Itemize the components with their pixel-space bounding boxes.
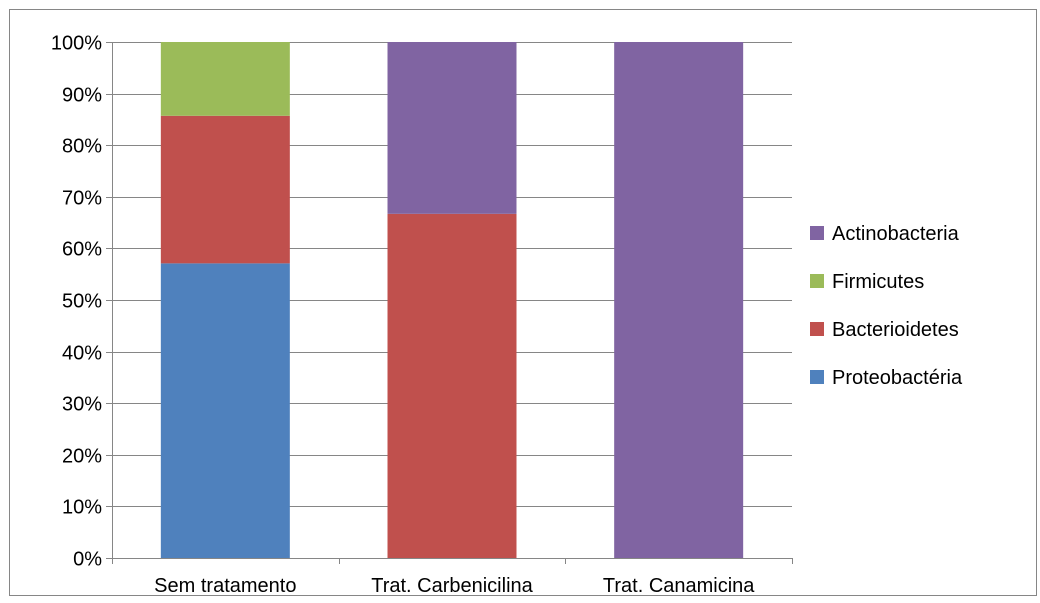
legend-swatch bbox=[810, 370, 824, 384]
legend-swatch bbox=[810, 226, 824, 240]
x-tick-label: Sem tratamento bbox=[154, 575, 296, 597]
legend-label: Firmicutes bbox=[832, 271, 924, 293]
y-tick-label: 90% bbox=[62, 85, 102, 107]
y-tick-label: 0% bbox=[73, 549, 102, 571]
bar-segment-actinobacteria[interactable] bbox=[614, 42, 744, 558]
y-tick-label: 20% bbox=[62, 446, 102, 468]
bar-segment-firmicutes[interactable] bbox=[160, 42, 290, 116]
legend-item[interactable]: Actinobacteria bbox=[810, 223, 960, 245]
x-tick-label: Trat. Canamicina bbox=[603, 575, 755, 597]
x-tick-labels: Sem tratamento Trat. Carbenicilina Trat. C… bbox=[154, 575, 755, 597]
y-tick-label: 30% bbox=[62, 394, 102, 416]
legend-label: Proteobactéria bbox=[832, 367, 963, 389]
legend-item[interactable]: Proteobactéria bbox=[810, 367, 963, 389]
bar-segment-proteobact-ria[interactable] bbox=[160, 263, 290, 558]
y-tick-label: 40% bbox=[62, 343, 102, 365]
y-tick-labels: 0% 10% 20% 30% 40% 50% 60% 70% 80% 90% 100% bbox=[51, 33, 102, 571]
y-tick-label: 70% bbox=[62, 188, 102, 210]
legend-item[interactable]: Bacterioidetes bbox=[810, 319, 959, 341]
y-tick-label: 60% bbox=[62, 239, 102, 261]
y-tick-label: 80% bbox=[62, 136, 102, 158]
bars bbox=[160, 42, 744, 558]
y-tick-label: 50% bbox=[62, 291, 102, 313]
legend-label: Bacterioidetes bbox=[832, 319, 959, 341]
bar-segment-bacterioidetes[interactable] bbox=[160, 115, 290, 264]
axes bbox=[112, 42, 793, 564]
y-tick-label: 100% bbox=[51, 33, 102, 55]
legend-item[interactable]: Firmicutes bbox=[810, 271, 924, 293]
legend-swatch bbox=[810, 274, 824, 288]
x-tick-label: Trat. Carbenicilina bbox=[371, 575, 533, 597]
legend-label: Actinobacteria bbox=[832, 223, 960, 245]
legend-swatch bbox=[810, 322, 824, 336]
bar-segment-actinobacteria[interactable] bbox=[387, 42, 517, 214]
bar-segment-bacterioidetes[interactable] bbox=[387, 213, 517, 558]
y-tick-label: 10% bbox=[62, 497, 102, 519]
legend[interactable]: Actinobacteria Firmicutes Bacterioidetes Pr… bbox=[810, 223, 963, 389]
